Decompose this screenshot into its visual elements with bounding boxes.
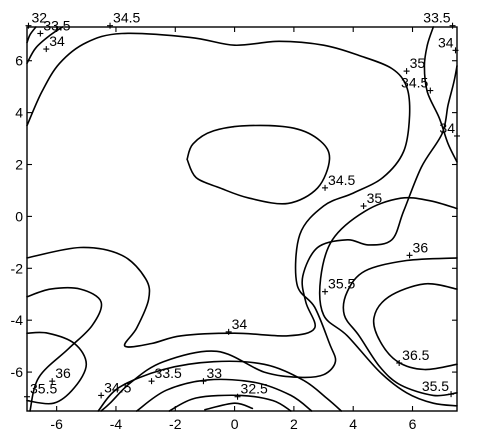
y-tick-label: -6 [11, 364, 24, 380]
contour-label: 32 [31, 10, 47, 26]
contour-line-35 [318, 196, 458, 407]
contour-line-33-5 [26, 26, 37, 44]
contour-line-35-5 [342, 257, 458, 397]
y-tick-label: 6 [15, 53, 23, 69]
contour-line-34 [26, 26, 64, 65]
contour-line-34-5 [26, 32, 411, 412]
contour-line-35 [26, 286, 103, 412]
contour-label: 35 [367, 190, 383, 206]
contour-line-32 [204, 402, 254, 411]
contour-label: 35.5 [30, 381, 57, 397]
contour-line-32-5 [168, 394, 292, 412]
y-tick-label: -2 [11, 260, 24, 276]
x-tick-label: -4 [110, 416, 123, 432]
x-tick-label: 0 [231, 416, 239, 432]
contour-label: 32.5 [241, 381, 268, 397]
contour-label: 34 [438, 34, 454, 50]
contour-label: 34.5 [104, 379, 131, 395]
contour-label: 36.5 [402, 347, 429, 363]
contour-line-36 [372, 282, 458, 371]
plot-frame [26, 26, 458, 412]
x-tick-label: -2 [169, 416, 182, 432]
contour-line-33 [135, 378, 313, 412]
contour-label: 34 [49, 33, 65, 49]
x-tick-label: 2 [290, 416, 298, 432]
contour-label: 33 [206, 365, 222, 381]
contour-label: 34.5 [113, 10, 140, 26]
contour-label: 33.5 [43, 17, 70, 33]
contour-lines [26, 26, 458, 412]
contour-label: 33.5 [155, 365, 182, 381]
y-tick-label: -4 [11, 312, 24, 328]
y-tick-label: 4 [15, 105, 23, 121]
y-axis-ticks: -6 -4 -2 0 2 4 6 [11, 53, 457, 380]
contour-line-34-5 [186, 124, 331, 205]
contour-line-34 [26, 65, 458, 348]
contour-label: 35.5 [328, 276, 355, 292]
contour-label: 33.5 [423, 10, 450, 26]
contour-label: 34 [439, 120, 455, 136]
x-tick-label: -6 [50, 416, 63, 432]
contour-label: 34 [232, 316, 248, 332]
contour-line-36 [26, 331, 88, 405]
y-tick-label: 0 [15, 208, 23, 224]
contour-label: 34.5 [328, 172, 355, 188]
contour-line-33-5 [97, 360, 343, 412]
y-tick-label: 2 [15, 157, 23, 173]
contour-label: 35.5 [422, 378, 449, 394]
contour-label: 36 [55, 365, 71, 381]
contour-label: 35 [410, 55, 426, 71]
x-tick-label: 4 [349, 416, 357, 432]
x-axis-ticks: -6 -4 -2 0 2 4 6 [50, 27, 417, 432]
contour-label: 34.5 [401, 75, 428, 91]
x-tick-label: 6 [409, 416, 417, 432]
contour-line-34-5 [423, 26, 458, 163]
contour-label: 36 [413, 239, 429, 255]
